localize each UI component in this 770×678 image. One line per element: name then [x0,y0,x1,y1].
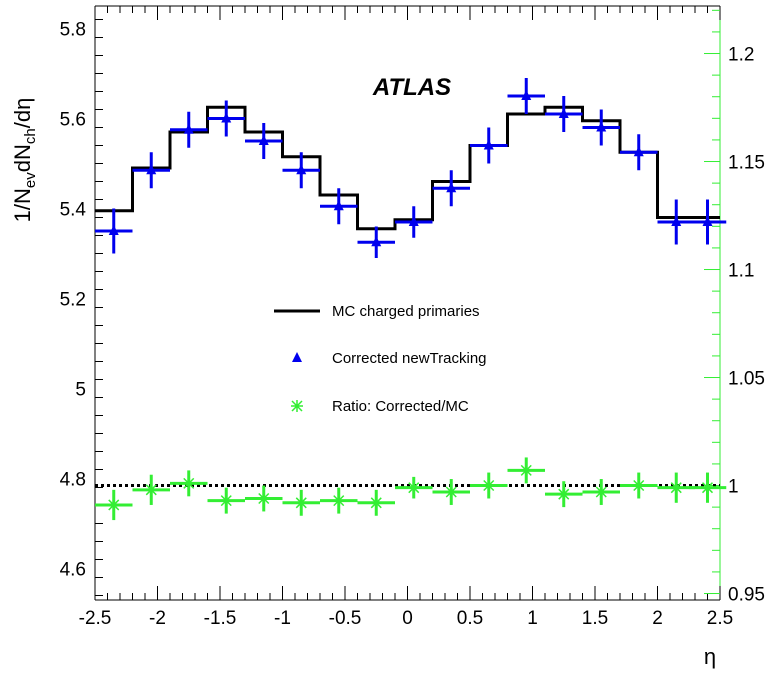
y-right-tick-label: 1.05 [728,369,765,390]
chart-title: ATLAS [372,74,451,101]
legend-label: Corrected newTracking [332,350,487,367]
y-left-tick-label: 4.6 [60,560,86,581]
data-point-triangle [620,134,658,171]
data-point-triangle [432,170,470,207]
data-point-triangle [545,96,583,132]
x-tick-label: 2.5 [707,608,733,629]
y-right-tick-label: 1.1 [728,261,754,282]
y-right-tick-label: 0.95 [728,585,765,606]
x-tick-label: -1.5 [204,608,237,629]
data-point-triangle [470,127,508,164]
y-left-tick-label: 5.2 [60,290,86,311]
y-left-tick-label: 5.8 [60,20,86,41]
y-right-tick-label: 1.15 [728,153,765,174]
data-point-triangle [357,226,395,258]
y-axis-title: 1/NevdNch/dη [10,98,39,223]
data-point-triangle [95,208,133,254]
data-point-triangle [320,188,358,225]
y-left-tick-label: 4.8 [60,470,86,491]
legend-item: Corrected newTracking [292,350,487,367]
data-point-triangle [132,152,170,189]
x-tick-label: -2 [149,608,166,629]
data-point-triangle [582,109,620,146]
x-axis-title: η [704,644,716,669]
data-point-triangle [282,152,320,189]
y-right-tick-label: 1.2 [728,45,754,66]
data-point-star [95,489,133,521]
data-point-star [432,479,470,505]
x-tick-label: -1 [274,608,291,629]
data-point-star [207,487,245,514]
legend-triangle-symbol [292,352,302,362]
data-point-star [688,472,727,503]
legend-star-symbol [291,400,303,412]
mc-histogram-line [95,105,720,231]
legend-item: Ratio: Corrected/MC [291,398,469,415]
legend-label: MC charged primaries [332,303,480,320]
x-tick-label: 0.5 [457,608,483,629]
data-point-star [470,472,508,499]
data-point-star [620,472,658,499]
y-left-tick-label: 5.4 [60,200,87,221]
data-point-star [170,470,208,497]
x-tick-label: 0 [402,608,413,629]
y-left-tick-label: 5 [75,380,86,401]
x-tick-label: 1 [527,608,538,629]
data-point-triangle [395,206,433,238]
x-tick-label: -0.5 [329,608,362,629]
x-tick-label: -2.5 [79,608,112,629]
data-point-triangle [207,100,245,137]
y-right-tick-label: 1 [728,477,739,498]
data-point-triangle [170,111,208,148]
x-tick-label: 2 [652,608,663,629]
data-point-star [507,457,545,484]
data-point-triangle [507,78,545,114]
data-point-star [395,476,433,499]
data-point-star [132,474,170,505]
data-point-triangle [245,123,283,159]
data-point-star [245,485,283,512]
y-left-tick-label: 5.6 [60,110,86,131]
data-point-star [282,489,320,516]
x-tick-label: 1.5 [582,608,608,629]
legend-label: Ratio: Corrected/MC [332,398,469,415]
data-point-star [545,481,583,508]
data-point-star [357,489,395,516]
legend-item: MC charged primaries [274,303,480,320]
data-point-star [320,487,358,514]
data-point-triangle [688,199,727,245]
data-point-star [582,479,620,505]
